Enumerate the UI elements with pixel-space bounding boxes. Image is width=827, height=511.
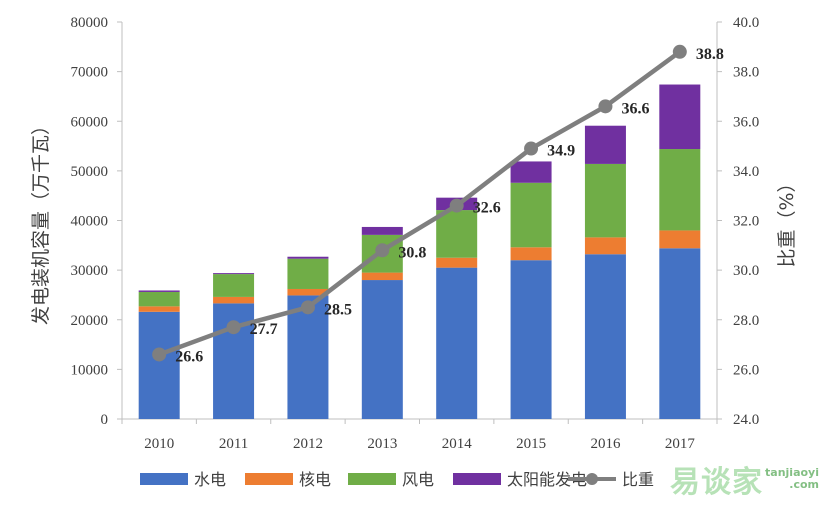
bar-segment — [287, 288, 329, 296]
y-tick-label: 60000 — [71, 114, 109, 130]
bar-segment — [213, 274, 255, 297]
bar-segment — [584, 125, 626, 164]
bar-segment — [584, 163, 626, 238]
legend: 水电 核电 风电 太阳能发电 比重 — [140, 470, 654, 489]
bar-segment — [510, 247, 552, 261]
y2-tick-label: 30.0 — [733, 263, 759, 279]
bar-segment — [584, 254, 626, 419]
bar-segment — [138, 306, 180, 312]
bar-segment — [138, 311, 180, 419]
bar-segment — [138, 290, 180, 292]
bar-segment — [436, 267, 478, 419]
bars — [138, 84, 701, 419]
watermark-domain-line1: tanjiaoyi — [765, 466, 819, 479]
bar-segment — [361, 226, 403, 235]
legend-label: 核电 — [299, 470, 331, 489]
line-point — [375, 243, 390, 258]
y-tick-label: 70000 — [71, 65, 109, 81]
watermark-domain-line2: .com — [789, 478, 819, 491]
bar-segment — [287, 256, 329, 259]
y2-tick-label: 24.0 — [733, 412, 759, 428]
y-tick-label: 80000 — [71, 15, 109, 31]
line-point — [300, 300, 315, 315]
data-label: 32.6 — [473, 200, 501, 217]
legend-label: 比重 — [622, 470, 654, 489]
legend-swatch — [348, 473, 396, 485]
data-label: 38.8 — [696, 46, 724, 63]
bar-segment — [659, 84, 701, 150]
data-label: 26.6 — [175, 348, 203, 365]
line-point — [226, 320, 241, 335]
line-point — [152, 347, 167, 362]
x-tick-label: 2010 — [144, 436, 174, 452]
x-tick-label: 2016 — [590, 436, 621, 452]
y-tick-label: 20000 — [71, 313, 109, 329]
y2-axis-title: 比重（%） — [776, 173, 798, 267]
bar-segment — [213, 273, 255, 275]
y-tick-label: 0 — [101, 412, 109, 428]
x-tick-label: 2013 — [367, 436, 397, 452]
y2-tick-label: 26.0 — [733, 362, 759, 378]
bar-segment — [287, 295, 329, 419]
line-series — [152, 44, 687, 362]
watermark-logo-text: 易谈家 — [670, 465, 764, 500]
bar-segment — [287, 258, 329, 289]
bar-segment — [213, 296, 255, 304]
line-series-path — [158, 49, 682, 357]
bar-segment — [361, 280, 403, 419]
line-point — [449, 198, 464, 213]
y2-tick-label: 38.0 — [733, 65, 759, 81]
bar-segment — [361, 272, 403, 281]
data-label: 36.6 — [621, 100, 649, 117]
data-label: 34.9 — [547, 143, 575, 160]
legend-label: 太阳能发电 — [507, 470, 587, 489]
x-tick-label: 2012 — [293, 436, 323, 452]
data-label: 27.7 — [250, 321, 278, 338]
data-label: 30.8 — [398, 244, 426, 261]
bar-segment — [659, 230, 701, 249]
legend-swatch — [140, 473, 188, 485]
legend-swatch — [245, 473, 293, 485]
bar-segment — [436, 210, 478, 258]
data-label: 28.5 — [324, 301, 352, 318]
bar-segment — [659, 149, 701, 231]
x-tick-label: 2017 — [665, 436, 696, 452]
watermark-domain: tanjiaoyi .com — [765, 467, 819, 491]
y-axis-title: 发电装机容量（万千瓦） — [30, 116, 52, 325]
bar-segment — [138, 291, 180, 307]
x-tick-label: 2014 — [442, 436, 473, 452]
y2-tick-label: 32.0 — [733, 214, 759, 230]
watermark: 易谈家 tanjiaoyi .com — [670, 457, 819, 501]
data-labels: 26.6 27.7 28.5 30.8 32.6 34.9 36.6 38.8 — [175, 46, 724, 366]
bar-segment — [510, 260, 552, 419]
y-tick-label: 40000 — [71, 214, 109, 230]
line-point — [598, 99, 613, 114]
bar-segment — [436, 257, 478, 268]
bar-segment — [510, 182, 552, 248]
y2-tick-label: 28.0 — [733, 313, 759, 329]
x-tick-label: 2011 — [219, 436, 248, 452]
y2-tick-label: 36.0 — [733, 114, 759, 130]
bar-segment — [510, 161, 552, 183]
y2-tick-label: 34.0 — [733, 164, 759, 180]
legend-swatch — [453, 473, 501, 485]
bar-segment — [659, 248, 701, 419]
y-tick-label: 30000 — [71, 263, 109, 279]
legend-label: 风电 — [402, 470, 434, 489]
legend-marker — [586, 473, 598, 485]
bar-segment — [584, 237, 626, 255]
y-tick-label: 50000 — [71, 164, 109, 180]
axes: 0 10000 20000 30000 40000 50000 60000 70000 8000… — [30, 15, 798, 452]
x-tick-label: 2015 — [516, 436, 546, 452]
y-tick-label: 10000 — [71, 362, 109, 378]
y2-tick-label: 40.0 — [733, 15, 759, 31]
line-point — [524, 141, 539, 156]
line-point — [672, 44, 687, 59]
legend-label: 水电 — [194, 470, 226, 489]
